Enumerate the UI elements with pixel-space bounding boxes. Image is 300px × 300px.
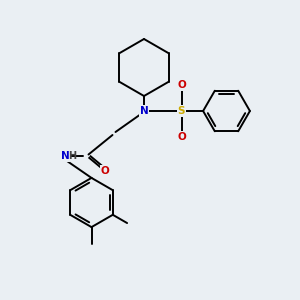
Text: H: H <box>68 151 77 161</box>
Text: N: N <box>140 106 148 116</box>
Text: O: O <box>177 131 186 142</box>
Text: N: N <box>61 151 70 161</box>
Text: O: O <box>100 166 109 176</box>
Text: O: O <box>177 80 186 91</box>
Text: S: S <box>178 106 185 116</box>
